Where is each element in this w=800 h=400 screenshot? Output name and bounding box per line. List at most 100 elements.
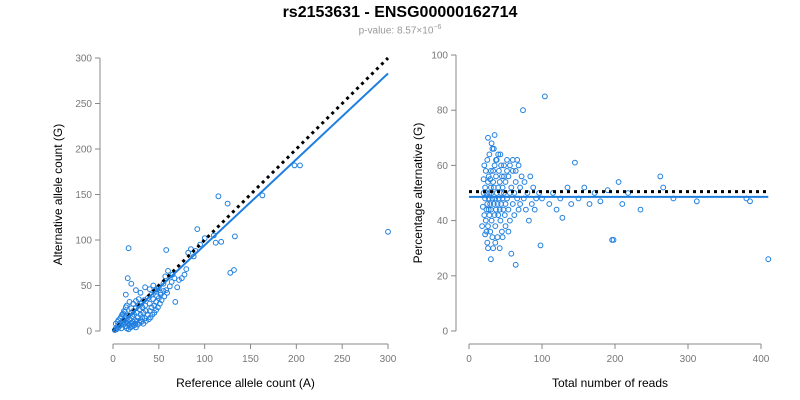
pct-data-point bbox=[488, 217, 495, 224]
pct-data-point bbox=[484, 157, 491, 163]
counts-data-point bbox=[215, 193, 222, 200]
pct-data-point bbox=[498, 162, 505, 169]
pct-data-point bbox=[488, 140, 495, 147]
subtitle-exponent: −6 bbox=[433, 24, 442, 31]
counts-data-point bbox=[161, 293, 168, 300]
counts-data-point bbox=[115, 317, 122, 324]
counts-y-tick-label: 200 bbox=[75, 145, 92, 156]
counts-x-tick-label: 250 bbox=[334, 354, 351, 365]
pct-data-point bbox=[523, 206, 529, 213]
pct-x-tick-label: 200 bbox=[607, 354, 624, 365]
pct-data-point bbox=[568, 201, 575, 207]
pct-data-point bbox=[482, 184, 489, 191]
pct-data-point bbox=[505, 206, 512, 213]
counts-y-tick-label: 250 bbox=[75, 99, 92, 110]
counts-data-point bbox=[194, 226, 201, 233]
pct-data-point bbox=[747, 198, 753, 205]
counts-x-tick-label: 300 bbox=[380, 354, 397, 365]
pct-data-point bbox=[502, 223, 509, 230]
pct-data-point bbox=[507, 217, 513, 224]
pct-y-tick-label: 60 bbox=[437, 161, 449, 172]
pct-data-point bbox=[511, 212, 518, 219]
pct-data-point bbox=[496, 206, 503, 213]
pct-data-point bbox=[501, 212, 508, 219]
pct-data-point bbox=[512, 179, 519, 185]
pct-data-point bbox=[693, 198, 700, 205]
pct-data-point bbox=[531, 206, 538, 213]
pct-data-point bbox=[515, 206, 522, 213]
pct-data-point bbox=[491, 212, 498, 219]
pct-data-point bbox=[509, 201, 516, 207]
pct-data-point bbox=[508, 184, 515, 191]
pct-data-point bbox=[527, 173, 534, 180]
pct-data-point bbox=[484, 201, 491, 207]
pct-data-point bbox=[499, 173, 505, 180]
counts-y-axis-title: Alternative allele count (G) bbox=[51, 124, 65, 265]
counts-x-tick-label: 200 bbox=[288, 354, 305, 365]
counts-data-point bbox=[125, 245, 132, 252]
pct-data-point bbox=[493, 173, 499, 180]
pct-data-point bbox=[491, 162, 498, 169]
counts-y-tick-label: 0 bbox=[86, 327, 92, 338]
counts-data-point bbox=[162, 273, 169, 280]
pct-data-point bbox=[495, 212, 502, 219]
counts-data-point bbox=[227, 269, 234, 276]
counts-data-point bbox=[122, 309, 128, 315]
pct-y-tick-label: 0 bbox=[442, 327, 448, 338]
pct-data-point bbox=[485, 223, 491, 230]
counts-data-point bbox=[218, 238, 225, 245]
counts-y-tick-label: 50 bbox=[81, 281, 93, 292]
pct-data-point bbox=[509, 168, 516, 174]
pct-data-point bbox=[546, 201, 553, 207]
counts-data-point bbox=[145, 316, 152, 323]
pct-data-point bbox=[485, 173, 492, 180]
pct-data-point bbox=[493, 206, 499, 213]
counts-x-axis-title: Reference allele count (A) bbox=[176, 376, 315, 390]
counts-data-point bbox=[183, 266, 190, 273]
pct-data-point bbox=[619, 201, 626, 207]
counts-data-point bbox=[231, 267, 237, 273]
pct-data-point bbox=[559, 214, 566, 221]
pct-data-point bbox=[657, 173, 664, 180]
counts-data-point bbox=[385, 228, 391, 235]
counts-data-point bbox=[137, 289, 144, 296]
counts-data-point bbox=[135, 296, 142, 303]
pct-data-point bbox=[493, 157, 499, 163]
pct-data-point bbox=[489, 234, 496, 241]
pct-data-point bbox=[501, 173, 507, 180]
pct-data-point bbox=[486, 151, 493, 158]
pct-data-point bbox=[488, 256, 494, 263]
pct-data-point bbox=[504, 157, 510, 163]
pct-data-point bbox=[501, 162, 507, 169]
counts-data-point bbox=[163, 247, 170, 253]
counts-data-point bbox=[142, 284, 149, 291]
counts-data-point bbox=[291, 162, 298, 169]
pct-y-tick-label: 40 bbox=[437, 216, 449, 227]
pct-data-point bbox=[515, 162, 522, 169]
pct-y-axis-title: Percentage alternative (G) bbox=[411, 123, 425, 264]
pct-data-point bbox=[526, 217, 532, 224]
pct-y-tick-label: 20 bbox=[437, 271, 449, 282]
counts-data-point bbox=[197, 241, 204, 248]
pct-data-point bbox=[512, 261, 519, 268]
counts-data-point bbox=[212, 239, 219, 246]
pct-data-point bbox=[520, 107, 526, 114]
counts-data-point bbox=[150, 282, 157, 289]
pct-data-point bbox=[499, 228, 505, 235]
counts-data-point bbox=[178, 275, 185, 282]
counts-data-point bbox=[172, 299, 179, 305]
pct-y-tick-label: 100 bbox=[431, 51, 448, 62]
pct-data-point bbox=[537, 242, 544, 249]
pct-data-point bbox=[488, 168, 494, 174]
pct-data-point bbox=[610, 237, 617, 243]
counts-data-point bbox=[165, 268, 171, 274]
counts-data-point bbox=[133, 287, 139, 294]
pct-data-point bbox=[487, 228, 494, 235]
pct-data-point bbox=[553, 206, 560, 213]
counts-data-point bbox=[232, 233, 238, 240]
counts-data-point bbox=[224, 200, 231, 207]
pct-data-point bbox=[487, 176, 494, 183]
pct-data-point bbox=[486, 212, 493, 219]
